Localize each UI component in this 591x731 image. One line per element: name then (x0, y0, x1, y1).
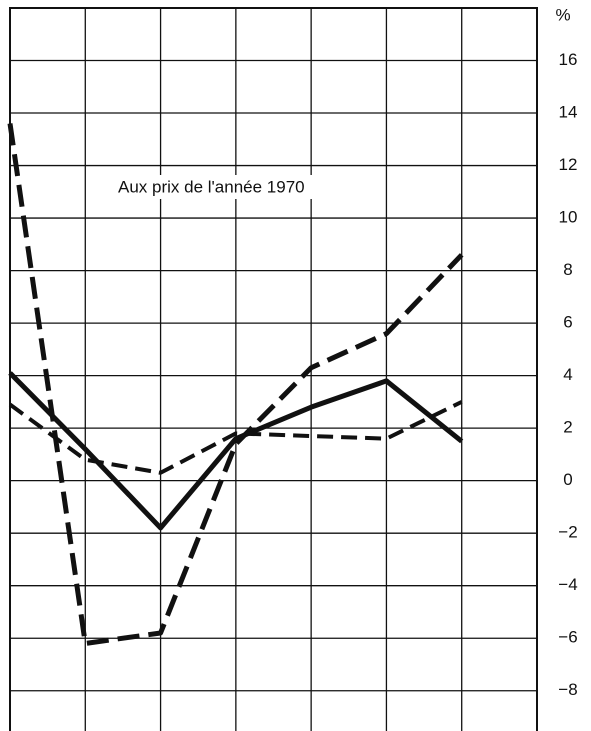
series-line (8, 371, 464, 531)
series-line (8, 400, 463, 475)
annotation-bg (115, 175, 355, 199)
y-tick-label: 16 (559, 50, 578, 69)
y-tick-label: 12 (559, 155, 578, 174)
y-unit: % (555, 5, 570, 24)
annotation: Aux prix de l'année 1970 (118, 177, 305, 196)
y-tick-label: 8 (563, 260, 572, 279)
y-tick-label: 4 (563, 365, 572, 384)
y-tick-label: 14 (559, 103, 578, 122)
y-tick-label: −4 (558, 575, 577, 594)
y-tick-label: −2 (558, 523, 577, 542)
y-tick-label: 2 (563, 418, 572, 437)
y-tick-label: −8 (558, 680, 577, 699)
plot-border (9, 7, 538, 731)
y-tick-label: −6 (558, 628, 577, 647)
y-tick-label: 0 (563, 470, 572, 489)
y-tick-label: 6 (563, 313, 572, 332)
series-line (7, 123, 464, 646)
y-tick-label: 10 (559, 208, 578, 227)
